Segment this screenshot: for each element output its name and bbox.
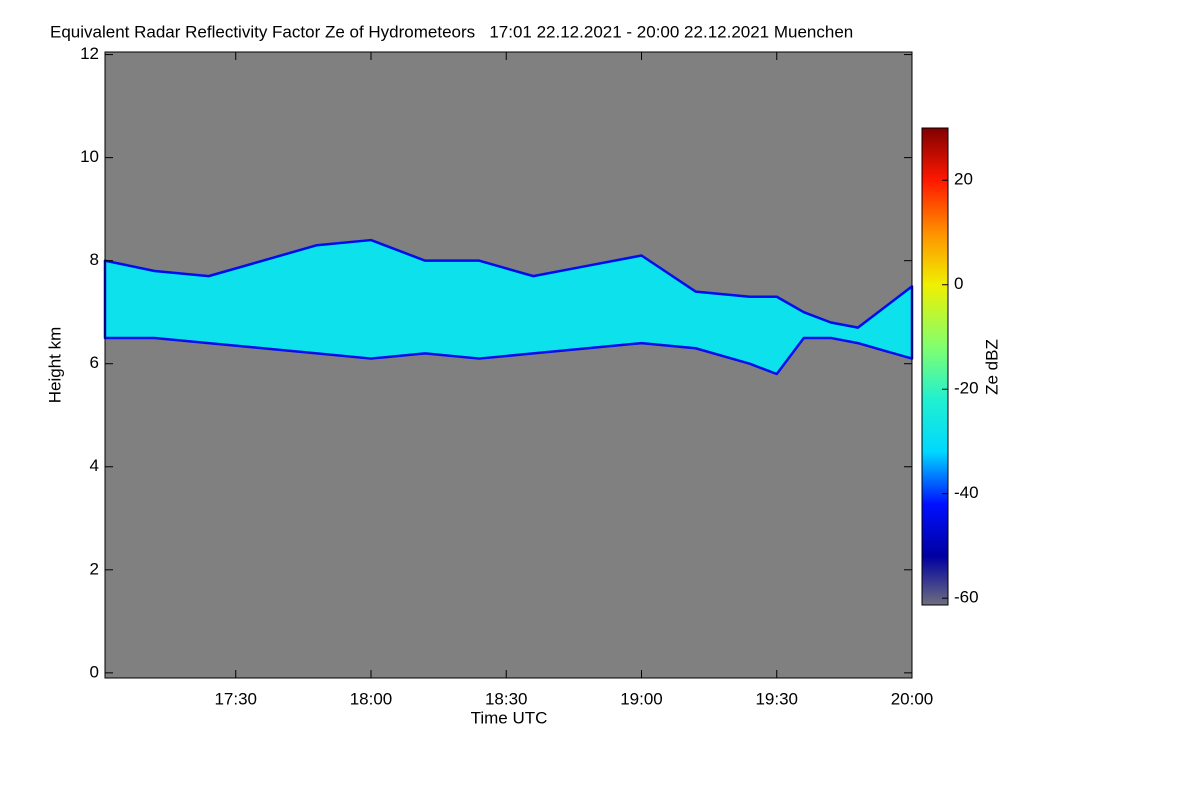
x-tick-label: 17:30: [214, 689, 257, 708]
y-tick-label: 2: [90, 559, 99, 578]
y-tick-label: 0: [90, 662, 99, 681]
colorbar-label: Ze dBZ: [982, 339, 1001, 395]
y-tick-label: 10: [80, 147, 99, 166]
y-tick-label: 4: [90, 456, 99, 475]
chart-title: Equivalent Radar Reflectivity Factor Ze …: [50, 22, 853, 41]
y-tick-label: 8: [90, 250, 99, 269]
colorbar-tick-label: -40: [954, 483, 979, 502]
colorbar-tick-label: -20: [954, 379, 979, 398]
y-tick-label: 12: [80, 44, 99, 63]
colorbar-tick-label: 0: [954, 274, 963, 293]
x-axis-label: Time UTC: [471, 708, 548, 727]
plot-background: [105, 52, 912, 678]
y-tick-label: 6: [90, 353, 99, 372]
colorbar: [921, 127, 949, 606]
x-tick-label: 18:00: [350, 689, 393, 708]
x-tick-label: 19:00: [620, 689, 663, 708]
x-tick-label: 20:00: [891, 689, 934, 708]
colorbar-tick-label: -60: [954, 588, 979, 607]
x-tick-label: 19:30: [755, 689, 798, 708]
y-axis-label: Height km: [45, 327, 64, 404]
x-tick-label: 18:30: [485, 689, 528, 708]
plot-frame: [104, 51, 913, 679]
colorbar-tick-label: 20: [954, 170, 973, 189]
